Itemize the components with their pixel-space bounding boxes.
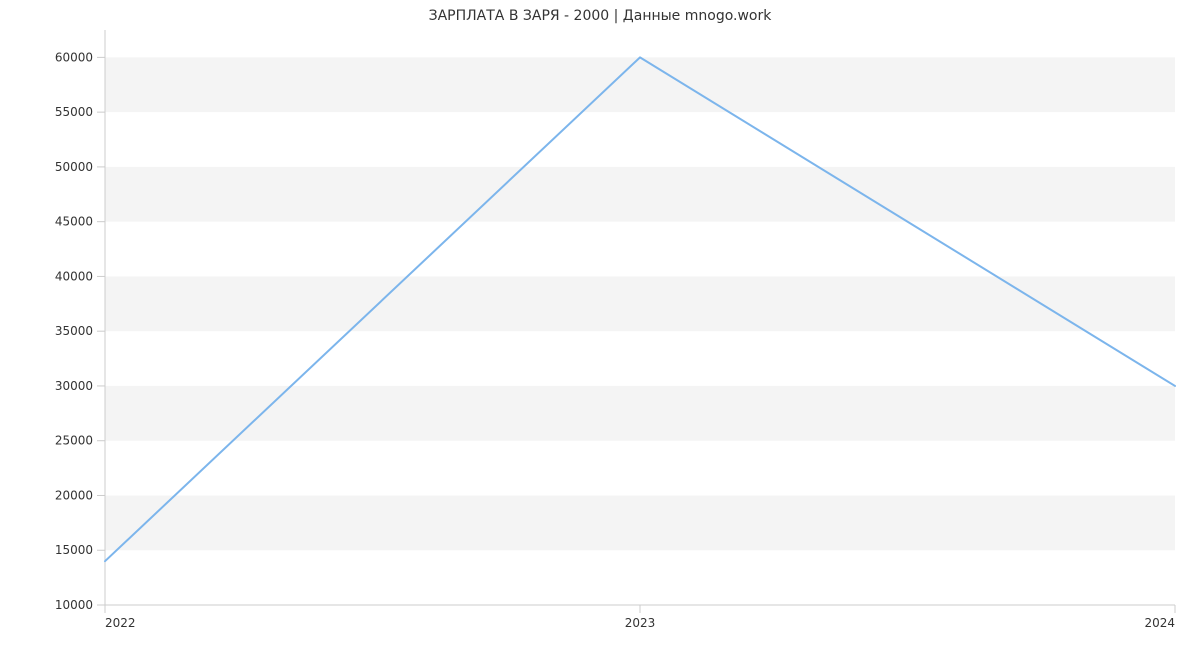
y-tick-label: 55000 — [55, 105, 93, 119]
grid-band — [105, 57, 1175, 112]
grid-band — [105, 276, 1175, 331]
x-tick-label: 2024 — [1144, 616, 1175, 630]
y-tick-label: 60000 — [55, 50, 93, 64]
y-tick-label: 35000 — [55, 324, 93, 338]
y-tick-label: 25000 — [55, 434, 93, 448]
x-tick-label: 2023 — [625, 616, 656, 630]
y-tick-label: 10000 — [55, 598, 93, 612]
y-tick-label: 40000 — [55, 269, 93, 283]
grid-band — [105, 167, 1175, 222]
y-tick-label: 15000 — [55, 543, 93, 557]
y-tick-label: 50000 — [55, 160, 93, 174]
grid-band — [105, 386, 1175, 441]
y-tick-label: 45000 — [55, 215, 93, 229]
chart-title: ЗАРПЛАТА В ЗАРЯ - 2000 | Данные mnogo.wo… — [0, 8, 1200, 24]
salary-line-chart: ЗАРПЛАТА В ЗАРЯ - 2000 | Данные mnogo.wo… — [0, 0, 1200, 650]
grid-band — [105, 495, 1175, 550]
y-tick-label: 20000 — [55, 488, 93, 502]
chart-svg: 10000 15000 20000 25000 30000 35000 40000 45000… — [0, 0, 1200, 650]
y-tick-label: 30000 — [55, 379, 93, 393]
x-tick-label: 2022 — [105, 616, 136, 630]
